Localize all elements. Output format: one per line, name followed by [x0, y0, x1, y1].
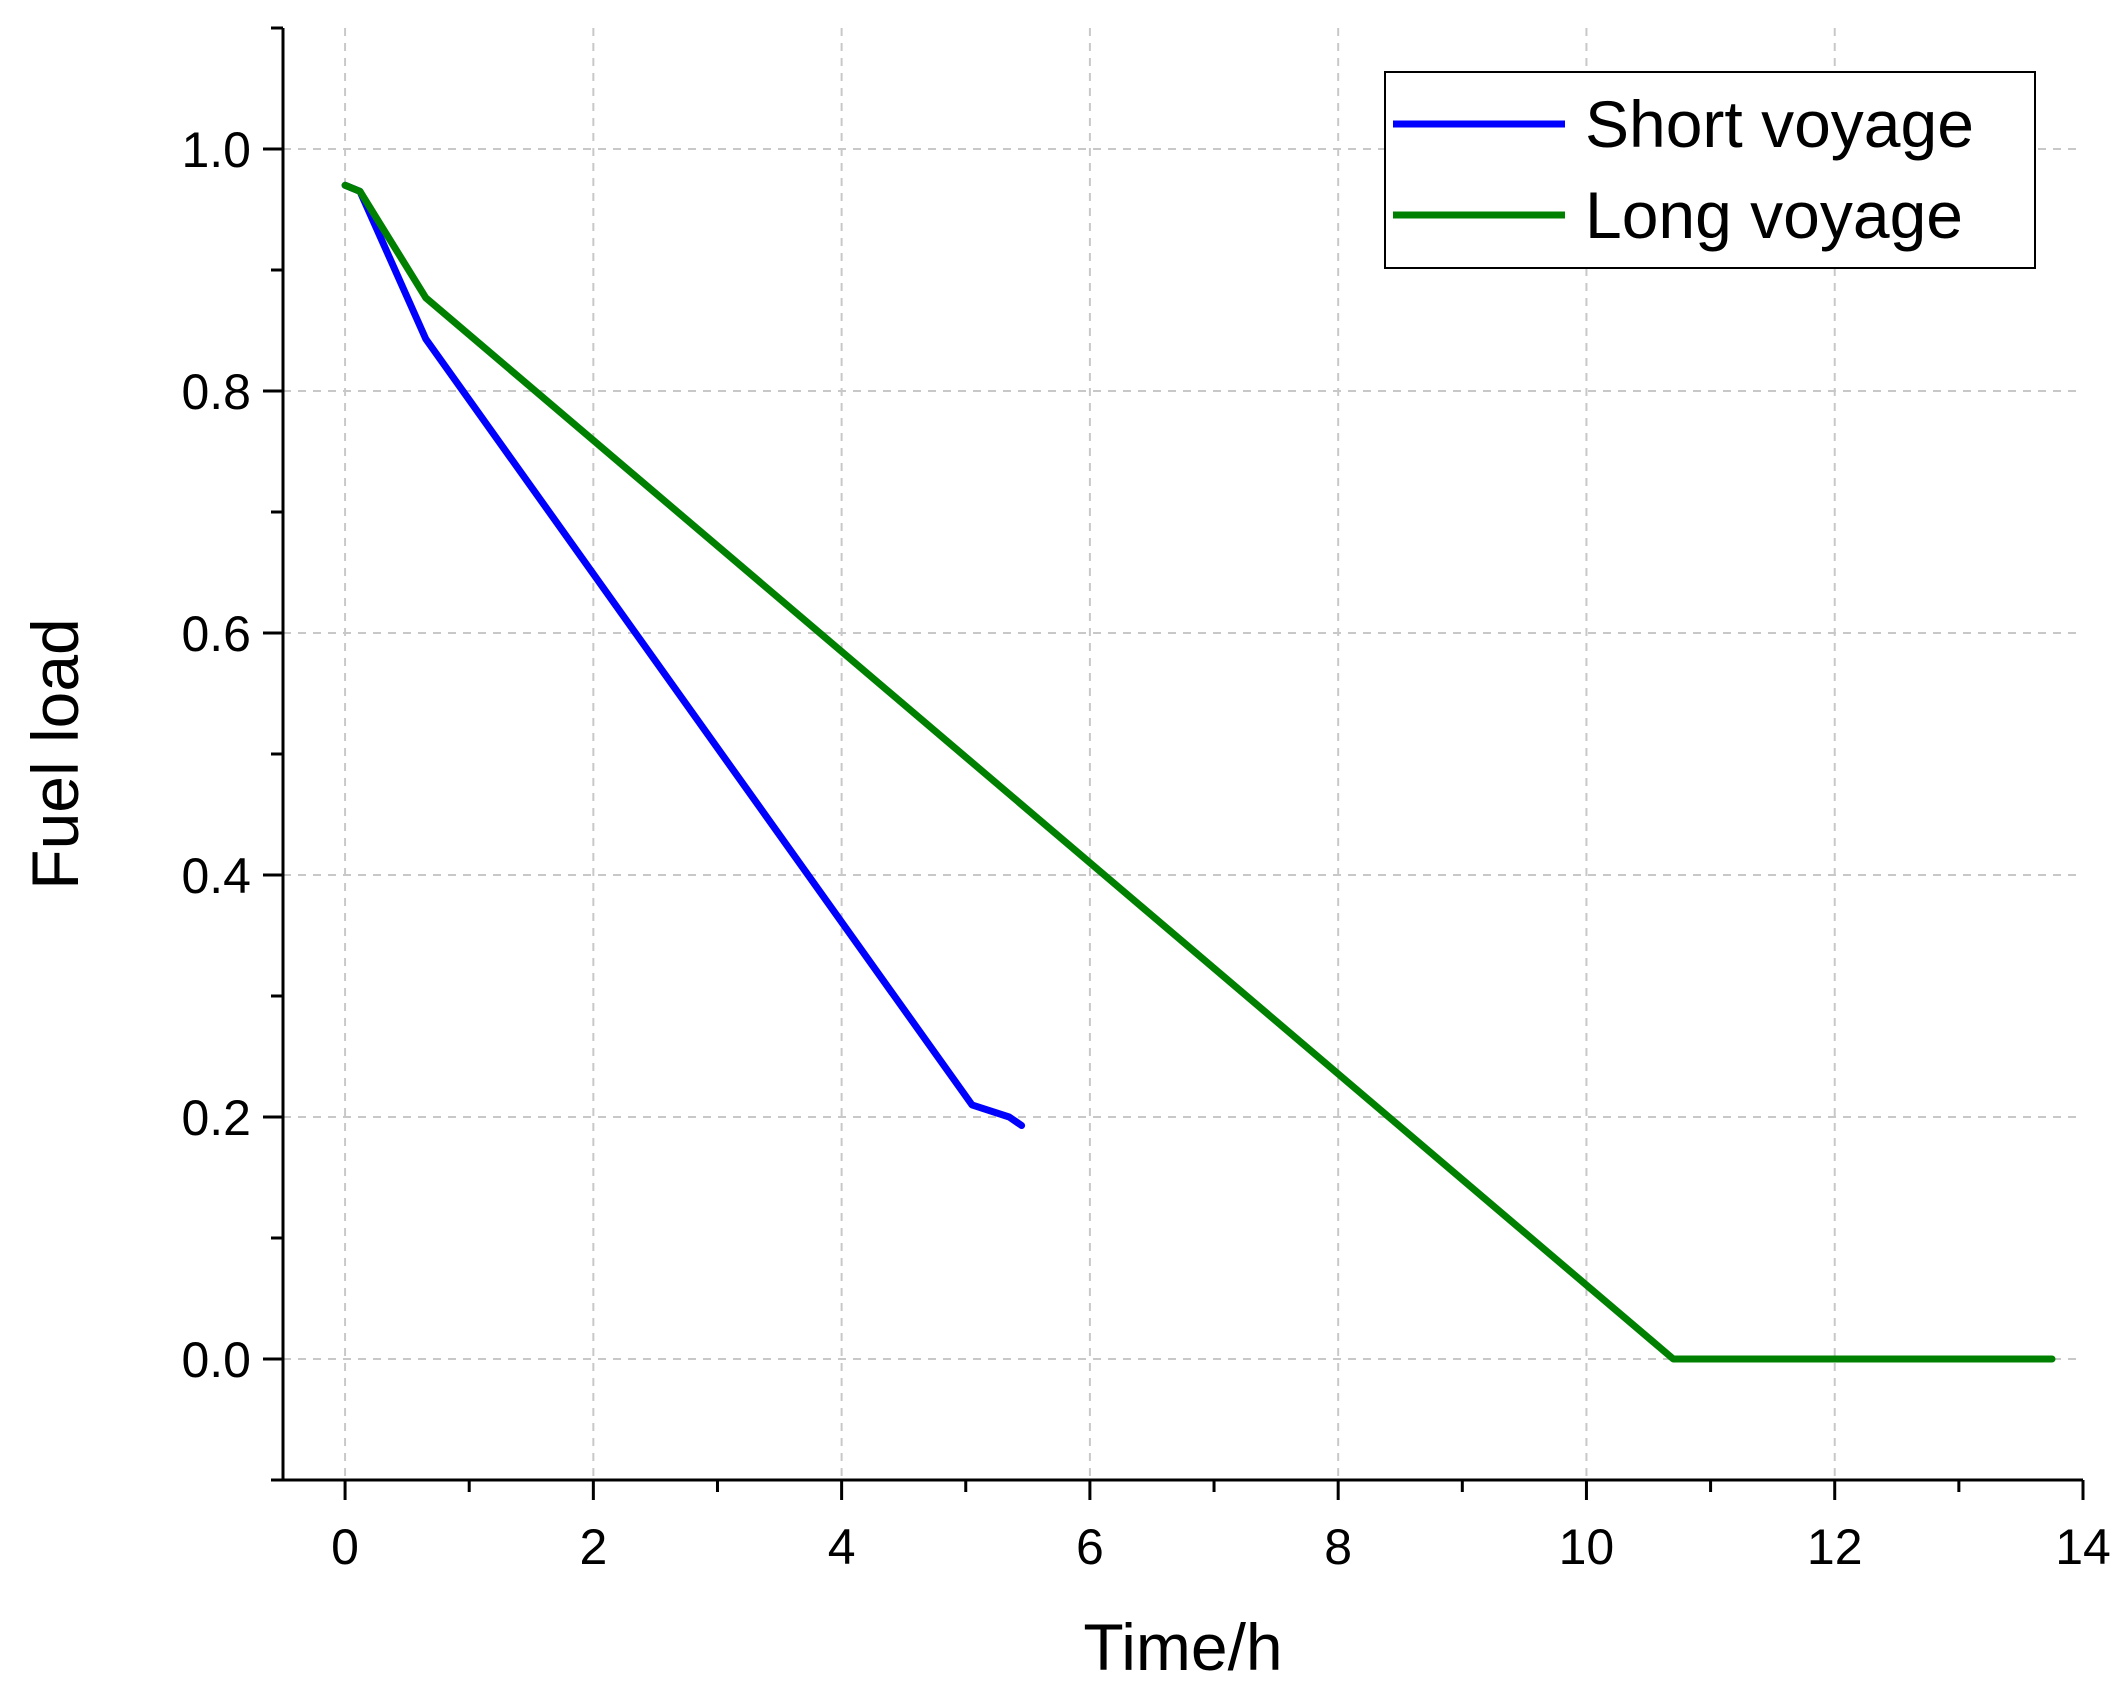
x-tick-label: 2 — [579, 1519, 607, 1575]
series-line-short-voyage — [341, 181, 1026, 1129]
legend-label: Long voyage — [1585, 178, 1963, 252]
y-tick-label: 1.0 — [181, 122, 251, 178]
ticks: 0 2 4 6 8 10 12 14 0.0 0.2 0.4 0.6 0.8 1.0 — [181, 26, 2111, 1575]
series-lines — [341, 181, 2056, 1363]
x-tick-label: 12 — [1807, 1519, 1863, 1575]
y-axis-title: Fuel load — [18, 618, 92, 890]
x-axis-title: Time/h — [1083, 1610, 1282, 1684]
legend-label: Short voyage — [1585, 87, 1974, 161]
y-tick-label: 0.0 — [181, 1332, 251, 1388]
y-tick-label: 0.6 — [181, 606, 251, 662]
x-tick-label: 14 — [2055, 1519, 2111, 1575]
x-tick-label: 0 — [331, 1519, 359, 1575]
x-tick-label: 10 — [1559, 1519, 1615, 1575]
series-line-long-voyage — [341, 181, 2056, 1363]
legend-box — [1384, 71, 2036, 269]
x-tick-label: 4 — [828, 1519, 856, 1575]
y-tick-label: 0.2 — [181, 1090, 251, 1146]
y-tick-label: 0.8 — [181, 364, 251, 420]
x-tick-label: 8 — [1324, 1519, 1352, 1575]
y-tick-label: 0.4 — [181, 848, 251, 904]
legend: Short voyage Long voyage — [1384, 71, 2036, 269]
x-tick-label: 6 — [1076, 1519, 1104, 1575]
